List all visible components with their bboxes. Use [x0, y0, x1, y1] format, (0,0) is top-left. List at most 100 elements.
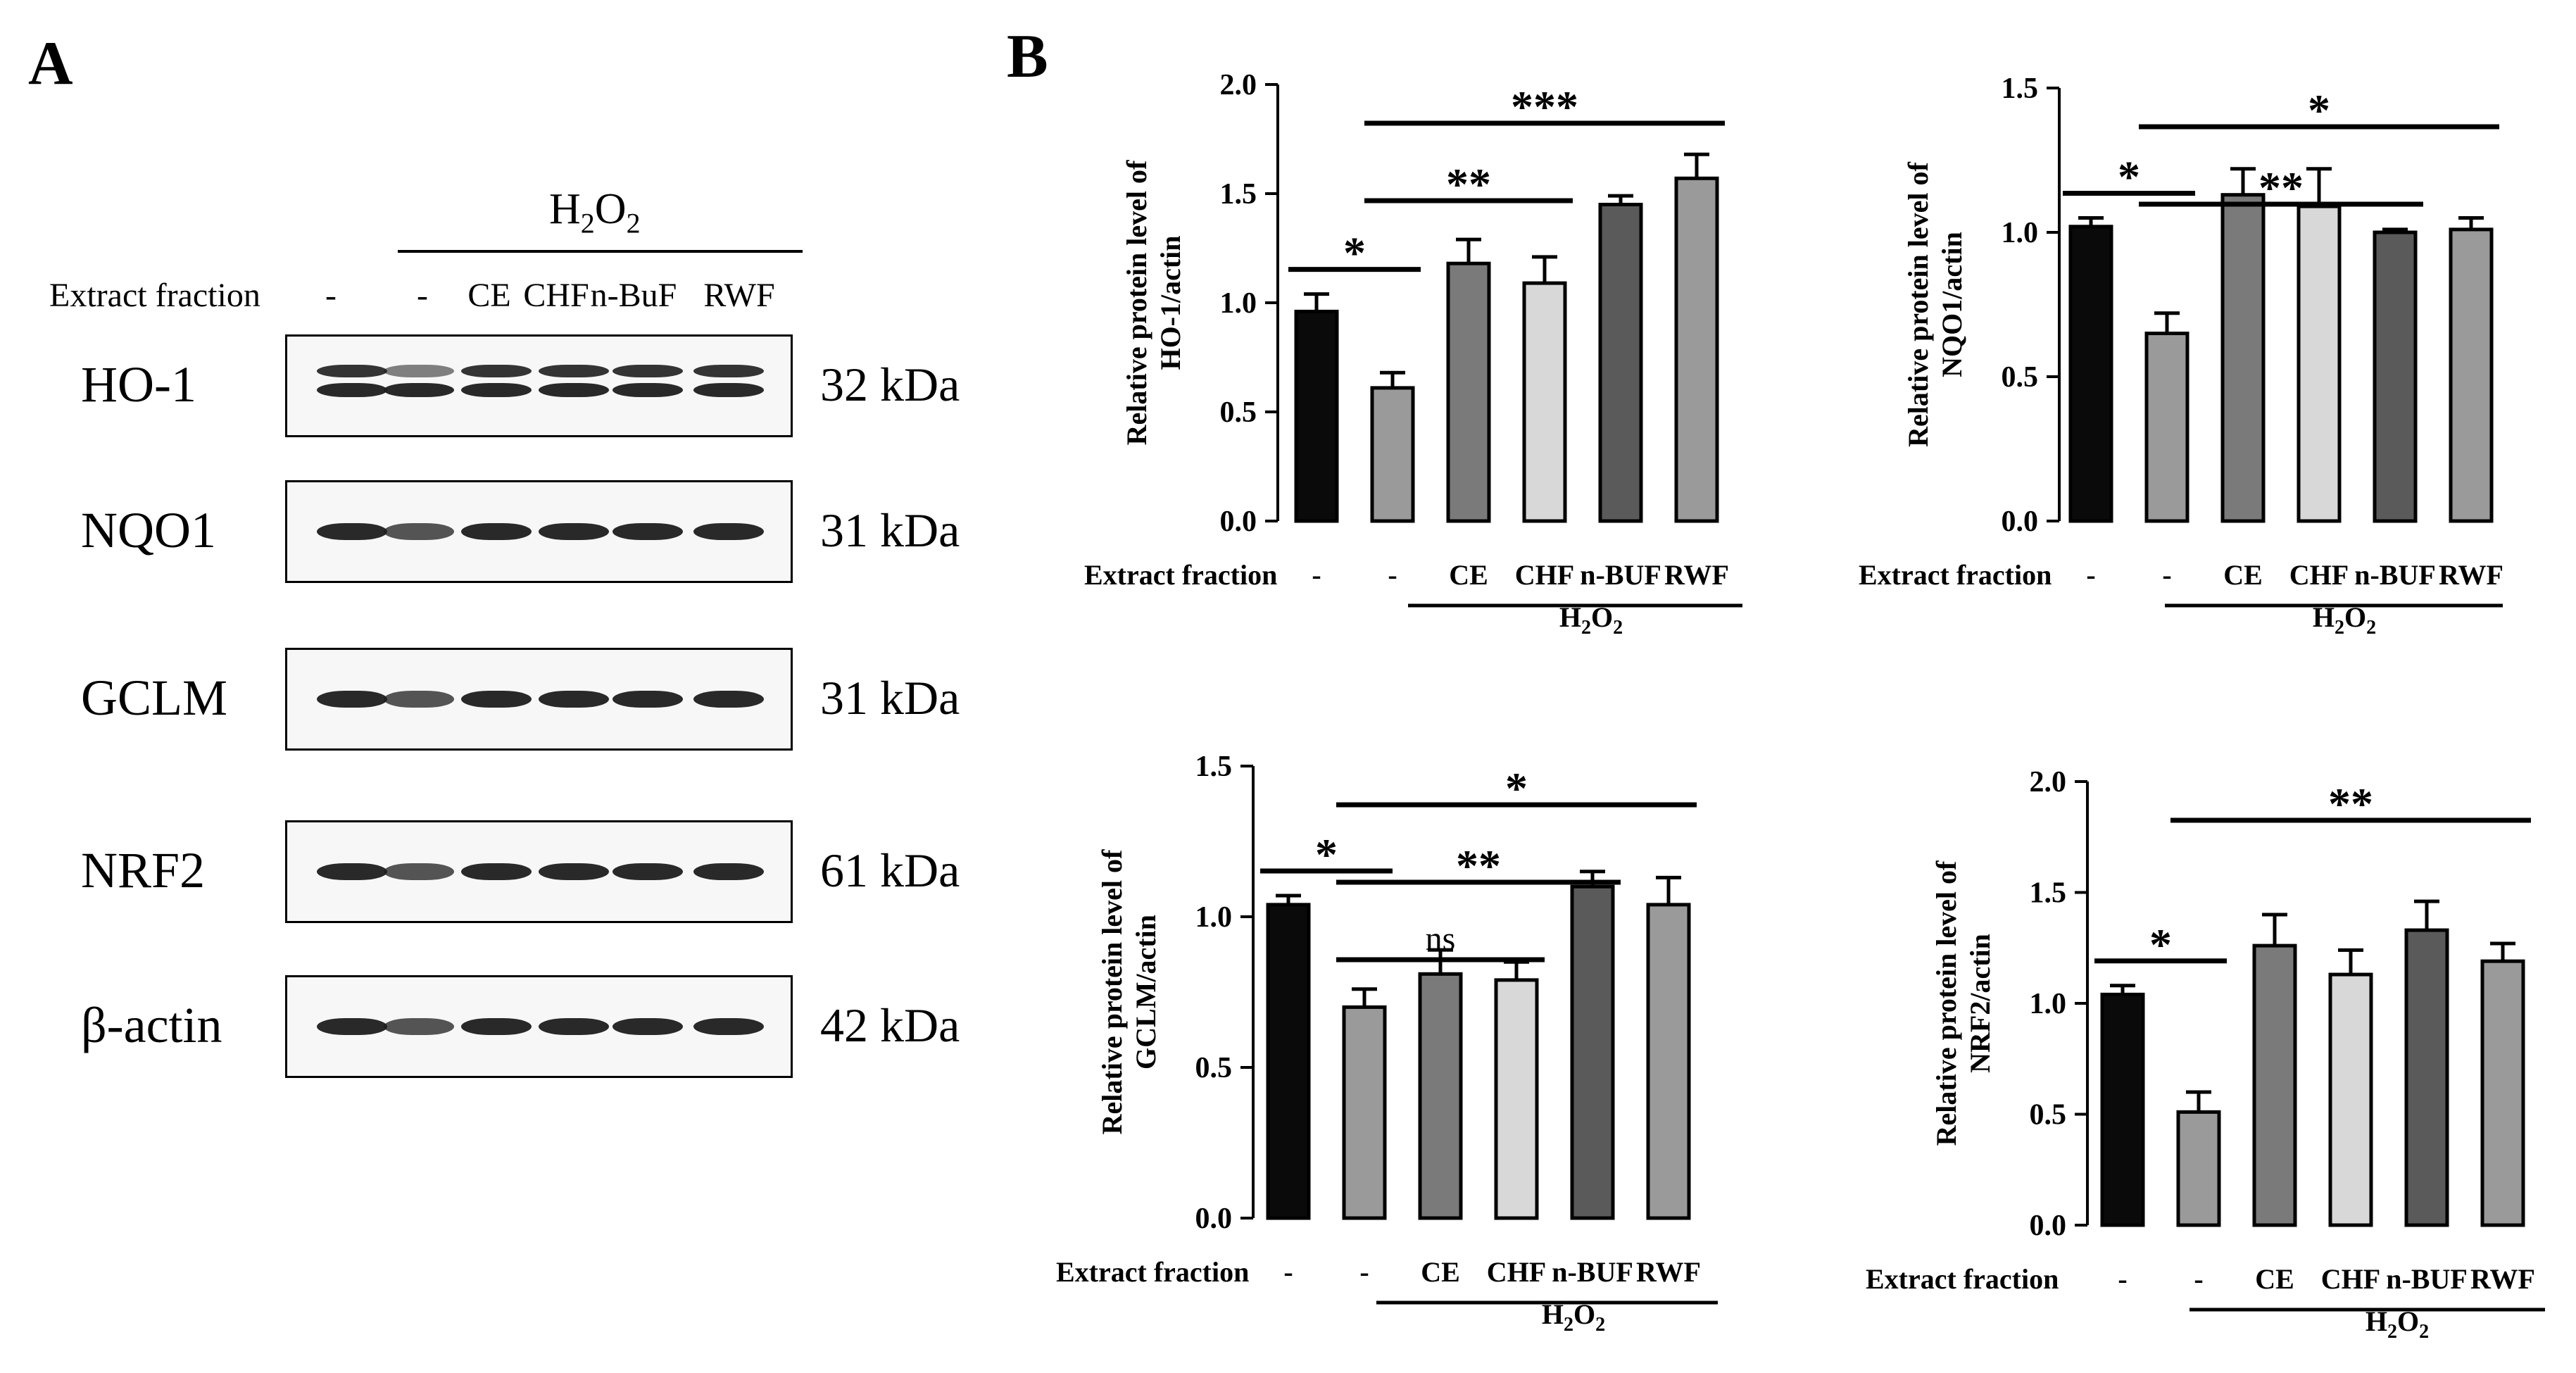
significance-label: ** [1456, 841, 1501, 891]
significance-label: ** [2258, 163, 2304, 213]
protein-band [539, 383, 609, 397]
category-label: n-BUF [1580, 559, 1661, 591]
protein-band [612, 691, 683, 708]
bar [2176, 1110, 2221, 1227]
category-label: - [2194, 1263, 2203, 1295]
bar [2144, 332, 2189, 523]
bar [1570, 884, 1615, 1220]
protein-band [384, 523, 454, 540]
bar [2297, 204, 2342, 523]
protein-band [384, 365, 454, 377]
bar [1294, 309, 1339, 523]
y-tick-label: 2.0 [2030, 766, 2067, 798]
category-label: CHF [1487, 1256, 1546, 1288]
y-tick-label: 1.5 [2030, 877, 2067, 910]
category-label: n-BUF [2354, 559, 2436, 591]
y-tick-label: 0.0 [1195, 1203, 1233, 1235]
y-tick-label: 0.5 [1195, 1052, 1233, 1084]
protein-band [539, 1018, 609, 1035]
category-label: - [1312, 559, 1321, 591]
protein-band [693, 691, 764, 708]
protein-band [384, 383, 454, 397]
bar [1266, 903, 1311, 1220]
lane-label: n-BuF [590, 277, 677, 314]
protein-band [461, 1018, 532, 1035]
blot-image [285, 975, 793, 1078]
western-blot-panel: H2O2 Extract fraction - - CE CHF n-BuF RWF HO… [0, 0, 1000, 1373]
treatment-label: H2O2 [2313, 601, 2376, 639]
y-tick-label: 0.0 [2002, 506, 2039, 538]
bar [2328, 972, 2373, 1227]
bar [1418, 972, 1463, 1220]
blot-image [285, 480, 793, 583]
chart-1: 0.0 0.5 1.0 1.5 2.0 Relative protein level of… [1084, 69, 1742, 639]
category-label: n-BUF [1552, 1256, 1633, 1288]
bar [2480, 959, 2525, 1227]
y-tick-label: 1.5 [2002, 73, 2039, 105]
molecular-weight-label: 31 kDa [820, 671, 960, 725]
y-tick-label: 1.5 [1195, 751, 1233, 783]
protein-band [317, 691, 387, 708]
category-label: CE [1421, 1256, 1460, 1288]
protein-band [693, 1018, 764, 1035]
y-tick-label: 0.5 [1220, 396, 1257, 429]
protein-band [317, 383, 387, 397]
category-label: - [1359, 1256, 1369, 1288]
category-label: CHF [1515, 559, 1574, 591]
y-tick-label: 2.0 [1220, 69, 1257, 101]
lane-label: RWF [703, 277, 775, 314]
bar [1342, 1005, 1387, 1220]
bar [1522, 281, 1567, 523]
category-label: CE [2223, 559, 2263, 591]
bar [1446, 261, 1491, 523]
protein-band [539, 691, 609, 708]
protein-band [693, 365, 764, 377]
protein-band [461, 863, 532, 880]
protein-band [461, 691, 532, 708]
bar [2373, 230, 2418, 523]
protein-band [693, 523, 764, 540]
category-label: - [1388, 559, 1397, 591]
x-axis-label: Extract fraction [1084, 559, 1277, 591]
category-label: - [2162, 559, 2171, 591]
category-label: RWF [1664, 559, 1729, 591]
protein-band [461, 365, 532, 377]
extract-fraction-label: Extract fraction [49, 277, 260, 314]
bar [2220, 193, 2266, 523]
chart-3: 0.0 0.5 1.0 1.5 Relative protein level ofGCL… [1056, 751, 1718, 1336]
bar [2252, 943, 2297, 1227]
y-axis-label: Relative protein level ofNQO1/actin [1902, 161, 1968, 446]
protein-band [384, 863, 454, 880]
treatment-bracket [398, 250, 803, 253]
category-label: CHF [2289, 559, 2349, 591]
significance-label: *** [1511, 82, 1578, 132]
treatment-label: H2O2 [1559, 601, 1623, 639]
blot-image [285, 820, 793, 923]
blot-row-label: NRF2 [81, 842, 206, 898]
blot-row-label: GCLM [81, 670, 228, 726]
x-axis-label: Extract fraction [1859, 559, 2052, 591]
protein-band [612, 863, 683, 880]
protein-band [384, 1018, 454, 1035]
blot-image [285, 648, 793, 751]
y-tick-label: 1.5 [1220, 178, 1257, 211]
significance-label: ** [2328, 779, 2373, 829]
molecular-weight-label: 32 kDa [820, 358, 960, 411]
bar [2100, 992, 2145, 1227]
y-axis-label: Relative protein level ofHO-1/actin [1121, 160, 1186, 445]
bar [1494, 978, 1539, 1220]
category-label: CE [2255, 1263, 2294, 1295]
y-tick-label: 0.5 [2002, 361, 2039, 394]
category-label: RWF [1636, 1256, 1701, 1288]
molecular-weight-label: 61 kDa [820, 844, 960, 897]
protein-band [539, 523, 609, 540]
bar [1674, 176, 1719, 523]
y-tick-label: 1.0 [1220, 287, 1257, 320]
significance-label: * [2149, 920, 2172, 970]
protein-band [693, 863, 764, 880]
category-label: CHF [2321, 1263, 2380, 1295]
x-axis-label: Extract fraction [1866, 1263, 2059, 1295]
treatment-label: H2O2 [1542, 1298, 1605, 1336]
lane-label: - [417, 277, 428, 314]
